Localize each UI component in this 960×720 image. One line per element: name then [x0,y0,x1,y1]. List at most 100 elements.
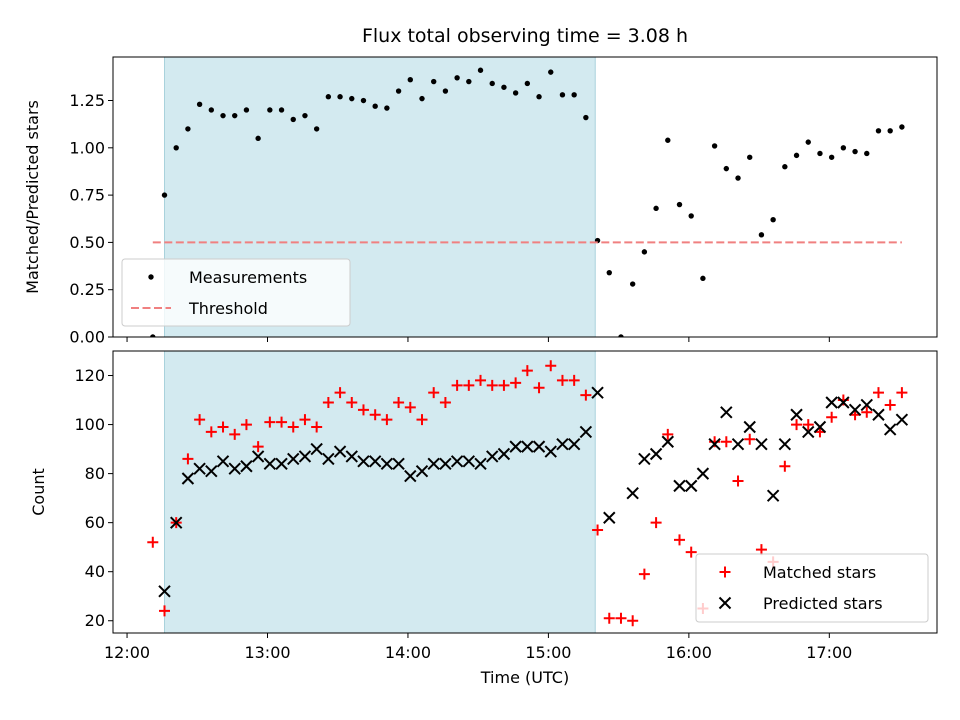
matched-stars-point [732,475,744,487]
measurements-point [793,152,800,159]
measurements-point [548,69,554,75]
predicted-stars-point [708,437,721,451]
legend-label: Threshold [188,299,268,318]
legend-label: Matched stars [763,563,876,582]
matched-stars-point [404,401,416,413]
y-tick-label: 0.50 [69,233,105,252]
axes-frame [112,350,938,634]
measurements-point [817,150,823,157]
measurements-point [571,92,577,98]
matched-stars-point [744,433,756,445]
predicted-stars-point [240,460,253,473]
measurements-point [278,107,285,113]
measurements-point [501,84,507,90]
predicted-stars-point [544,445,557,458]
measurements-point [454,75,460,81]
matched-stars-point [568,374,580,386]
measurements-point [325,94,332,100]
measurements-point [676,201,683,208]
matched-stars-point [416,414,428,426]
predicted-stars-point [357,455,370,468]
y-tick-label: 1.00 [69,138,105,157]
predicted-stars-point [287,452,300,466]
measurements-point [220,112,226,119]
matched-stars-point [276,416,288,428]
matched-stars-point [556,374,568,386]
matched-stars-point [872,387,884,399]
predicted-stars-point [731,437,745,451]
measurements-point [150,334,156,337]
matched-stars-point [592,524,604,536]
matched-stars-point [662,428,674,440]
legend-label: Predicted stars [763,594,883,613]
measurements-point [536,94,542,100]
measurements-point [349,95,355,102]
matched-stars-point [159,605,170,617]
y-tick-label: 40 [85,562,105,581]
measurements-point [243,107,250,113]
matched-stars-point [381,414,393,426]
measurements-point [185,126,191,132]
measurements-point [711,143,718,149]
predicted-stars-point [837,396,850,409]
matched-stars-point [615,612,627,624]
measurements-point [384,105,390,111]
measurements-point [735,175,741,181]
top-panel: 0.00 0.25 0.50 0.75 1.00 1.25 Matched/Predicte… [23,56,938,347]
matched-stars-point [240,419,252,431]
matched-stars-point [896,387,908,399]
predicted-stars-point [813,420,827,434]
predicted-stars-point [684,479,698,493]
matched-stars-point [521,365,533,377]
predicted-stars-point [380,457,394,471]
predicted-stars-point [567,437,581,451]
predicted-stars-point [345,450,358,463]
axes-frame [112,56,938,338]
predicted-stars-point [158,585,171,598]
predicted-stars-point [626,487,639,500]
predicted-stars-point [848,403,862,417]
measurements-point [489,80,495,87]
matched-stars-point [475,374,487,386]
x-tick-label: 16:00 [666,643,712,662]
predicted-stars-point [427,457,440,471]
matched-stars-point [685,546,697,558]
matched-stars-point [861,406,873,418]
matched-stars-point [802,419,814,431]
measurements-point [395,88,402,94]
measurements-point [313,126,320,132]
matched-stars-point [674,534,685,546]
matched-stars-point [229,428,241,440]
measurements-point [290,116,296,123]
legend-predicted-stars-marker [718,596,732,610]
measurements-point [232,112,238,119]
x-tick-label: 15:00 [525,643,571,662]
measurements-point [583,114,589,121]
predicted-stars-point [181,472,195,485]
y-tick-label: 0.00 [69,328,105,347]
predicted-stars-point [778,437,792,451]
matched-stars-point [451,379,463,391]
measurements-point [700,275,706,282]
measurements-point [372,103,378,109]
y-tick-label: 0.75 [69,186,105,205]
y-tick-label: 120 [74,366,105,385]
measurements-point [466,78,472,85]
figure-title: Flux total observing time = 3.08 h [362,25,688,47]
x-tick-label: 13:00 [244,643,290,662]
matched-stars-point [322,396,334,408]
predicted-stars-point [263,457,277,471]
measurements-point [431,78,437,85]
measurements-point [770,217,776,223]
legend: Matched stars Predicted stars [695,553,929,623]
matched-stars-point [182,453,194,465]
predicted-stars-point [579,425,593,439]
matched-stars-point [720,436,732,448]
measurements-point [805,139,811,145]
measurements-point [840,145,847,151]
predicted-stars-point [790,408,803,421]
predicted-stars-point [743,420,756,434]
measurements-point [723,165,730,172]
measurements-point [828,154,835,160]
